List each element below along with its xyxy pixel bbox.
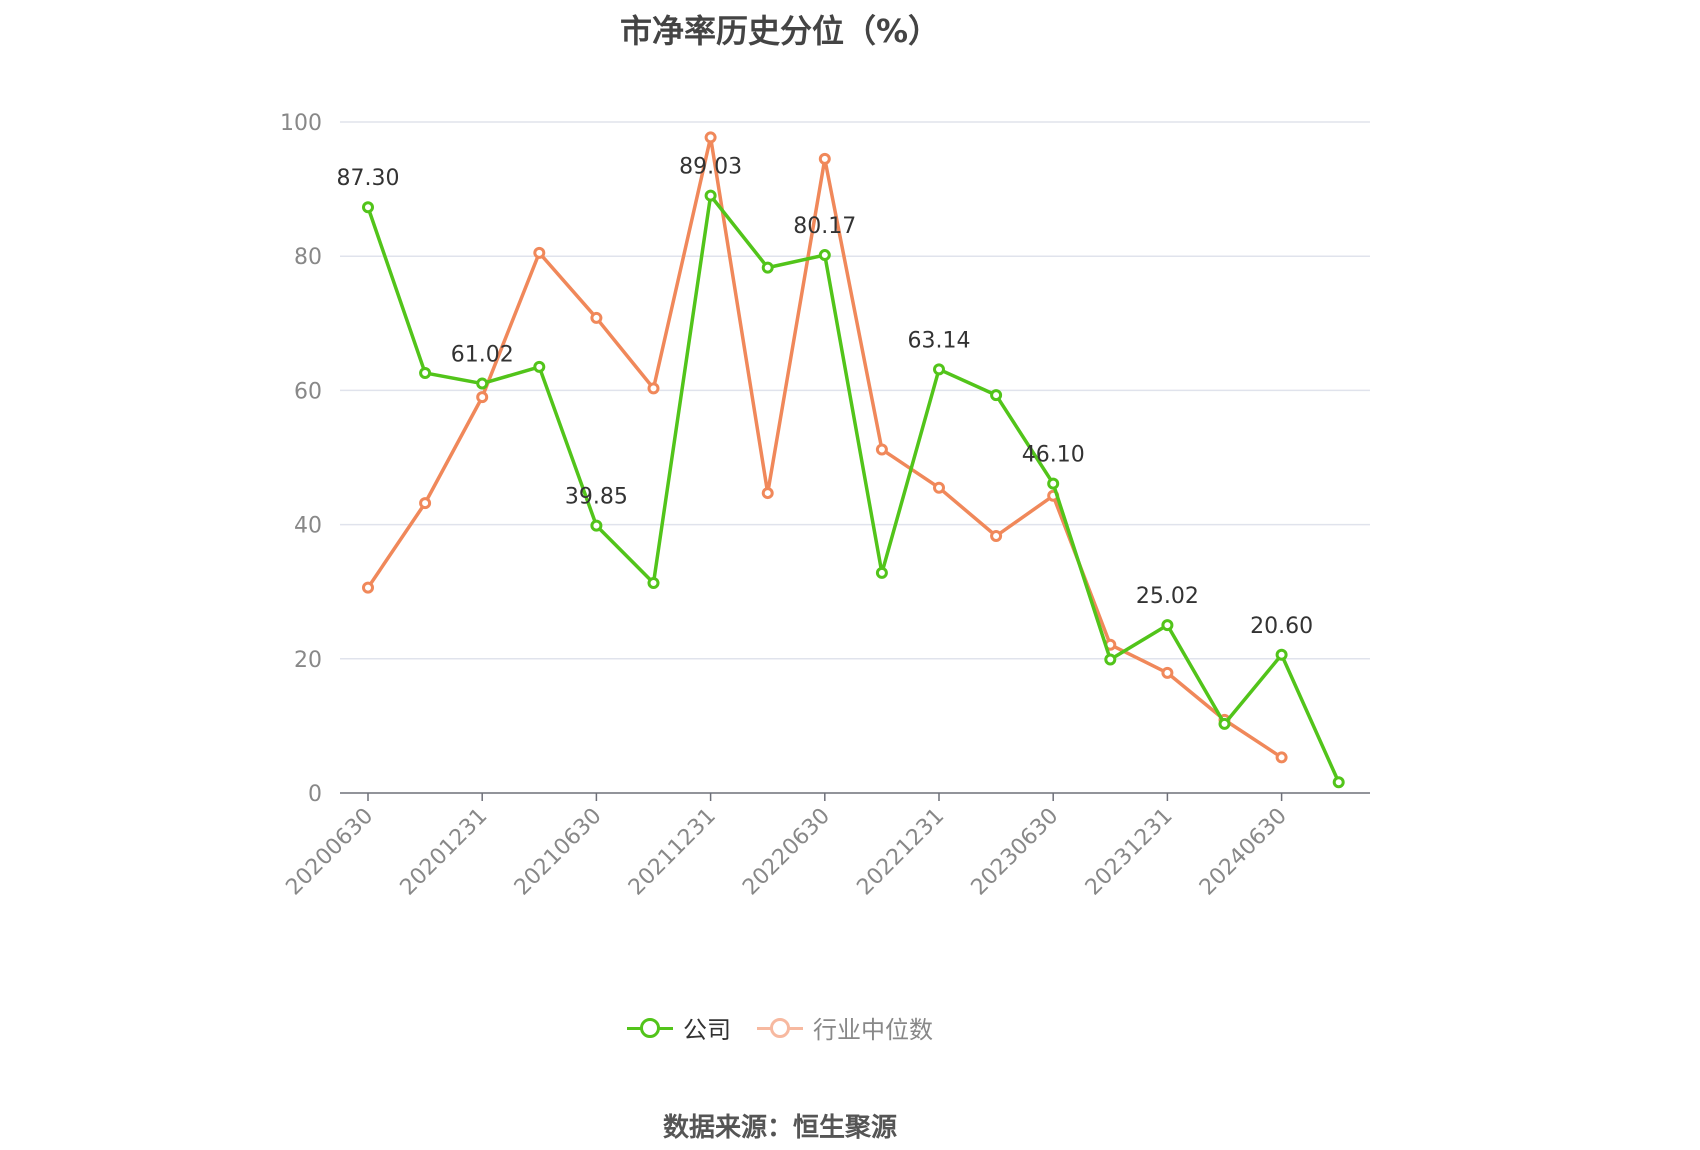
data-label: 25.02 <box>1136 584 1199 609</box>
data-label: 89.03 <box>679 155 742 180</box>
legend-swatch-industry-median <box>757 1016 803 1040</box>
data-point <box>990 530 1003 543</box>
data-point <box>704 189 717 202</box>
data-point <box>533 360 546 373</box>
x-tick-label: 20200630 <box>281 804 378 901</box>
y-tick-label: 0 <box>308 782 322 807</box>
data-point <box>362 581 374 594</box>
y-tick-label: 80 <box>294 245 322 270</box>
data-point <box>761 487 774 500</box>
data-label: 61.02 <box>451 343 514 368</box>
legend-label-company: 公司 <box>683 1016 731 1044</box>
legend: 公司 行业中位数 <box>0 1010 1560 1045</box>
data-point <box>1047 477 1060 490</box>
data-point <box>818 152 831 165</box>
data-point <box>647 576 660 589</box>
data-point <box>818 249 831 262</box>
data-point <box>419 366 432 379</box>
chart-title: 市净率历史分位（%） <box>619 12 941 50</box>
x-tick-label: 20240630 <box>1195 804 1292 901</box>
y-tick-label: 60 <box>294 379 322 404</box>
legend-swatch-company <box>627 1016 673 1040</box>
data-labels: 87.30 61.02 39.85 89.03 80.17 63.14 46.10 25.02… <box>337 155 1314 639</box>
data-point <box>875 566 888 579</box>
data-source: 数据来源：恒生聚源 <box>662 1113 897 1143</box>
data-point <box>1275 648 1288 661</box>
x-tick-label: 20220630 <box>738 804 835 901</box>
data-point <box>1332 776 1345 789</box>
data-point <box>990 389 1003 402</box>
data-point <box>1104 653 1117 666</box>
data-label: 87.30 <box>337 166 400 191</box>
data-point <box>1218 717 1231 730</box>
data-point <box>704 131 717 144</box>
data-point <box>590 311 603 324</box>
data-point <box>1161 666 1174 679</box>
x-tick-label: 20231231 <box>1081 804 1178 901</box>
grid-lines <box>340 121 1370 660</box>
series-line-0 <box>366 193 1341 783</box>
data-point <box>533 246 546 259</box>
legend-item-industry-median[interactable]: 行业中位数 <box>757 1010 933 1045</box>
legend-item-company[interactable]: 公司 <box>627 1010 731 1045</box>
data-point <box>933 363 945 376</box>
x-tick-label: 20210630 <box>510 804 607 901</box>
data-point <box>875 443 888 456</box>
data-point <box>761 261 774 274</box>
data-point <box>1161 619 1174 632</box>
data-label: 39.85 <box>565 485 628 510</box>
data-point <box>476 391 489 404</box>
data-point <box>1275 751 1288 764</box>
data-point <box>362 201 374 214</box>
x-tick-label: 20221231 <box>852 804 949 901</box>
data-point <box>647 382 660 395</box>
legend-label-industry-median: 行业中位数 <box>813 1016 933 1044</box>
data-point <box>476 377 489 390</box>
x-tick-label: 20211231 <box>624 804 721 901</box>
data-point <box>590 519 603 532</box>
x-tick-label: 20201231 <box>396 804 493 901</box>
data-label: 80.17 <box>793 214 856 239</box>
y-tick-label: 40 <box>294 514 322 539</box>
data-point <box>419 497 432 510</box>
data-label: 46.10 <box>1022 443 1085 468</box>
series-lines <box>362 131 1345 789</box>
data-label: 20.60 <box>1250 614 1313 639</box>
data-label: 63.14 <box>908 328 971 353</box>
data-point <box>933 481 945 494</box>
y-tick-label: 20 <box>294 648 322 673</box>
x-tick-label: 20230630 <box>967 804 1064 901</box>
y-tick-label: 100 <box>280 111 322 136</box>
